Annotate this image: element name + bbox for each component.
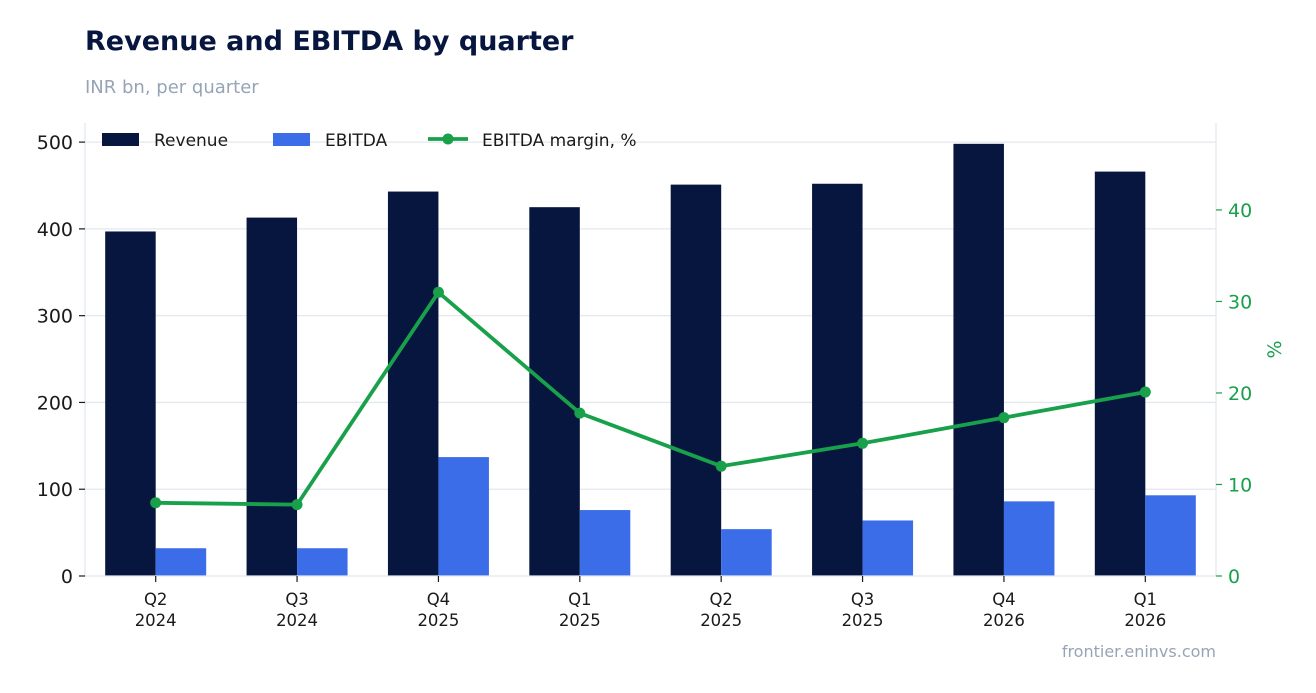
revenue-bar: [670, 184, 722, 577]
source-footnote: frontier.eninvs.com: [1061, 642, 1216, 661]
revenue-bar: [953, 143, 1004, 577]
x-tick-label: Q2 2024: [135, 590, 177, 630]
y-right-tick-label: 40: [1228, 200, 1252, 222]
ebitda-bar: [297, 548, 348, 576]
revenue-bar: [246, 217, 298, 576]
ebitda-margin-point: [432, 286, 444, 298]
legend: Revenue EBITDA EBITDA margin, %: [102, 131, 637, 151]
legend-label: EBITDA: [325, 131, 388, 151]
revenue-bar: [105, 231, 156, 577]
ebitda-bar: [1003, 501, 1055, 576]
ebitda-bar: [721, 529, 772, 576]
y-left-tick-label: 500: [37, 132, 73, 154]
revenue-bar: [1094, 171, 1146, 576]
y-left-tick-label: 400: [37, 219, 73, 241]
legend-label: Revenue: [154, 131, 228, 151]
legend-label: EBITDA margin, %: [482, 131, 637, 151]
x-tick-label: Q1 2025: [559, 590, 601, 630]
ebitda-margin-point: [715, 460, 727, 472]
ebitda-margin-point: [857, 437, 869, 449]
legend-swatch-revenue: [102, 133, 139, 146]
axes-layer: 0 100 200 300 400 500 0 10 20 30 40% Q2 2024 Q3 2024 Q4…: [37, 123, 1286, 630]
y-left-tick-label: 0: [61, 566, 73, 588]
bars-layer: [105, 143, 1196, 577]
ebitda-margin-point: [574, 407, 586, 419]
ebitda-margin-line: [153, 290, 1148, 507]
legend-swatch-margin-marker: [442, 133, 454, 145]
x-tick-label: Q2 2025: [700, 590, 742, 630]
y-right-tick-label: 20: [1228, 383, 1252, 405]
x-tick-label: Q1 2026: [1124, 590, 1166, 630]
ebitda-bar: [579, 510, 631, 576]
ebitda-bar: [155, 548, 207, 576]
chart-title: Revenue and EBITDA by quarter: [85, 26, 574, 57]
x-tick-label: Q4 2025: [417, 590, 459, 630]
y-left-tick-label: 100: [37, 479, 73, 501]
y-right-tick-label: 30: [1228, 291, 1252, 313]
x-tick-label: Q3 2025: [842, 590, 884, 630]
ebitda-margin-point: [291, 499, 303, 511]
y-right-axis-label: %: [1264, 340, 1286, 358]
ebitda-bar: [862, 520, 914, 576]
ebitda-margin-point: [1139, 386, 1151, 398]
revenue-bar: [387, 191, 439, 576]
ebitda-bar: [438, 457, 489, 576]
revenue-bar: [812, 183, 863, 576]
x-tick-label: Q3 2024: [276, 590, 318, 630]
ebitda-margin-point: [998, 412, 1010, 424]
y-left-tick-label: 300: [37, 306, 73, 328]
line-layer: [150, 286, 1151, 511]
y-left-tick-label: 200: [37, 392, 73, 414]
chart-subtitle: INR bn, per quarter: [85, 77, 259, 98]
y-right-tick-label: 10: [1228, 474, 1252, 496]
legend-swatch-ebitda: [273, 133, 310, 146]
x-tick-label: Q4 2026: [983, 590, 1025, 630]
ebitda-bar: [1145, 495, 1196, 576]
y-right-tick-label: 0: [1228, 566, 1240, 588]
ebitda-margin-point: [150, 497, 162, 509]
